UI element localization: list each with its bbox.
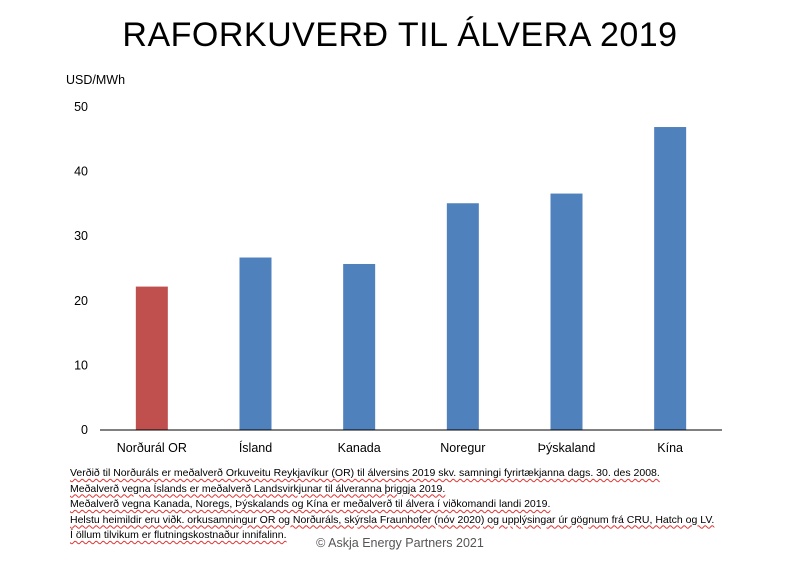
bar-2 xyxy=(343,263,376,430)
x-tick-label: Noregur xyxy=(440,441,485,455)
x-tick-label: Þýskaland xyxy=(538,441,596,455)
bar-0 xyxy=(135,286,168,430)
copyright-notice: © Askja Energy Partners 2021 xyxy=(316,536,484,550)
x-tick-label: Ísland xyxy=(239,440,272,455)
footnote-line: Í öllum tilvikum er flutningskostnaður i… xyxy=(70,529,287,541)
bar-3 xyxy=(446,203,479,430)
x-tick-label: Norðurál OR xyxy=(117,441,187,455)
footnotes: Verðið til Norðuráls er meðalverð Orkuve… xyxy=(70,466,770,544)
y-tick-label: 30 xyxy=(74,229,88,243)
y-tick-label: 0 xyxy=(81,423,88,437)
y-tick-label: 20 xyxy=(74,294,88,308)
bar-1 xyxy=(239,257,272,430)
y-tick-label: 10 xyxy=(74,358,88,372)
x-axis-ticks: Norðurál OR Ísland Kanada Noregur Þýskaland K… xyxy=(117,440,683,455)
footnote-line: Meðalverð vegna Kanada, Noregs, Þýskalan… xyxy=(70,498,551,510)
x-tick-label: Kanada xyxy=(338,441,381,455)
x-tick-label: Kína xyxy=(657,441,683,455)
y-tick-label: 40 xyxy=(74,165,88,179)
footnote-line: Meðalverð vegna Íslands er meðalverð Lan… xyxy=(70,482,446,495)
y-axis-unit-label: USD/MWh xyxy=(66,73,125,87)
y-tick-label: 50 xyxy=(74,100,88,114)
bar-chart: USD/MWh 0 10 20 30 40 50 Norðurál OR Ísland Kan… xyxy=(66,73,722,455)
y-axis-ticks: 0 10 20 30 40 50 xyxy=(74,100,88,437)
footnote-line: Helstu heimildir eru viðk. orkusamningur… xyxy=(70,513,715,526)
bar-5 xyxy=(654,127,687,430)
footnote-line: Verðið til Norðuráls er meðalverð Orkuve… xyxy=(70,467,660,479)
bars-group xyxy=(135,127,687,430)
bar-4 xyxy=(550,193,583,430)
chart-title: RAFORKUVERÐ TIL ÁLVERA 2019 xyxy=(122,16,678,54)
